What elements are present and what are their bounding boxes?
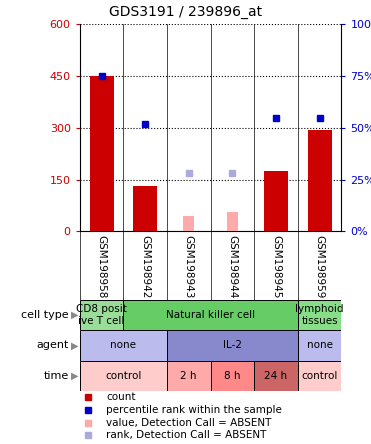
Text: ▶: ▶ [70, 341, 78, 350]
Text: 2 h: 2 h [181, 371, 197, 381]
Text: percentile rank within the sample: percentile rank within the sample [106, 405, 282, 415]
Text: none: none [306, 341, 332, 350]
Text: GSM198958: GSM198958 [96, 235, 106, 298]
Bar [298, 300, 341, 330]
Text: count: count [106, 392, 135, 402]
Bar [167, 330, 298, 361]
Text: GSM198942: GSM198942 [140, 235, 150, 298]
Text: value, Detection Call = ABSENT: value, Detection Call = ABSENT [106, 418, 271, 428]
Bar [183, 216, 194, 231]
Text: control: control [105, 371, 142, 381]
Text: cell type: cell type [21, 310, 69, 320]
Text: GSM198945: GSM198945 [271, 235, 281, 298]
Bar [167, 361, 211, 391]
Bar [211, 361, 254, 391]
Text: IL-2: IL-2 [223, 341, 242, 350]
Text: time: time [43, 371, 69, 381]
Text: rank, Detection Call = ABSENT: rank, Detection Call = ABSENT [106, 430, 266, 440]
Bar [227, 212, 238, 231]
Text: CD8 posit
ive T cell: CD8 posit ive T cell [76, 305, 127, 326]
Bar [264, 171, 288, 231]
Bar [308, 130, 332, 231]
Bar [254, 361, 298, 391]
Text: GDS3191 / 239896_at: GDS3191 / 239896_at [109, 5, 262, 19]
Text: ▶: ▶ [70, 371, 78, 381]
Text: 24 h: 24 h [265, 371, 288, 381]
Text: GSM198943: GSM198943 [184, 235, 194, 298]
Bar [133, 186, 157, 231]
Text: control: control [301, 371, 338, 381]
Bar [80, 300, 123, 330]
Text: agent: agent [36, 341, 69, 350]
Text: Natural killer cell: Natural killer cell [166, 310, 255, 320]
Bar [80, 361, 167, 391]
Text: GSM198959: GSM198959 [315, 235, 325, 298]
Bar [298, 330, 341, 361]
Bar [80, 330, 167, 361]
Text: none: none [110, 341, 137, 350]
Bar [89, 76, 114, 231]
Text: GSM198944: GSM198944 [227, 235, 237, 298]
Text: 8 h: 8 h [224, 371, 240, 381]
Bar [298, 361, 341, 391]
Bar [123, 300, 298, 330]
Text: lymphoid
tissues: lymphoid tissues [295, 305, 344, 326]
Text: ▶: ▶ [70, 310, 78, 320]
